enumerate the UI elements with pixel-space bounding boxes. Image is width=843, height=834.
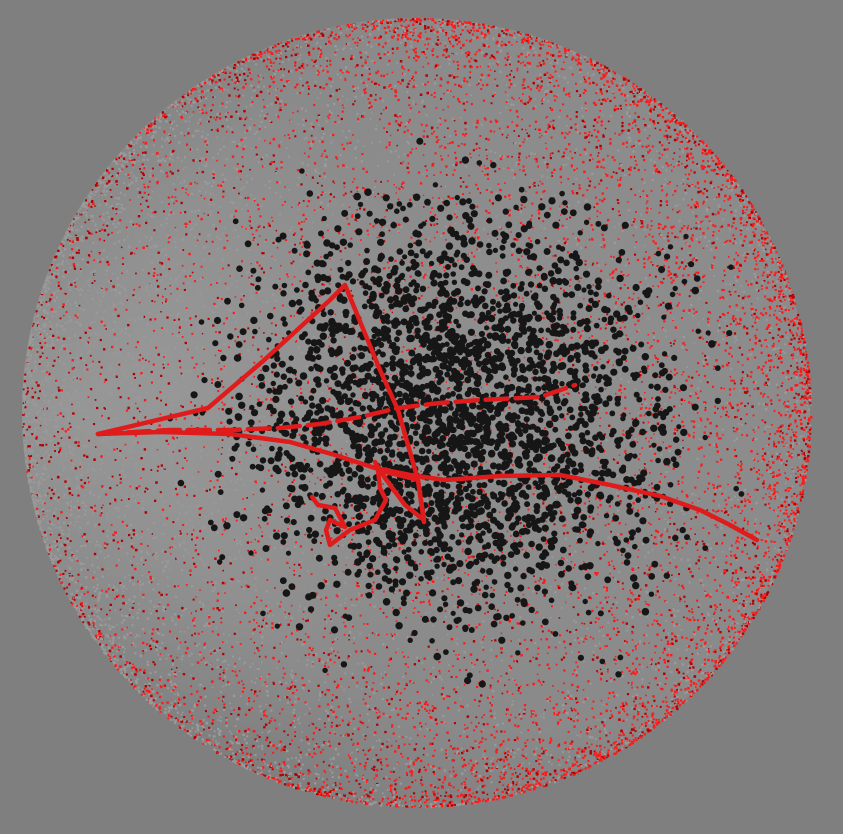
trajectory-long-lower xyxy=(95,429,760,543)
trajectory-upper-triangle xyxy=(95,282,427,525)
interior-particles xyxy=(167,137,745,688)
trajectories xyxy=(95,282,760,548)
trajectory-middle-dashed xyxy=(95,382,578,437)
trajectory-lower-loop xyxy=(309,459,427,548)
